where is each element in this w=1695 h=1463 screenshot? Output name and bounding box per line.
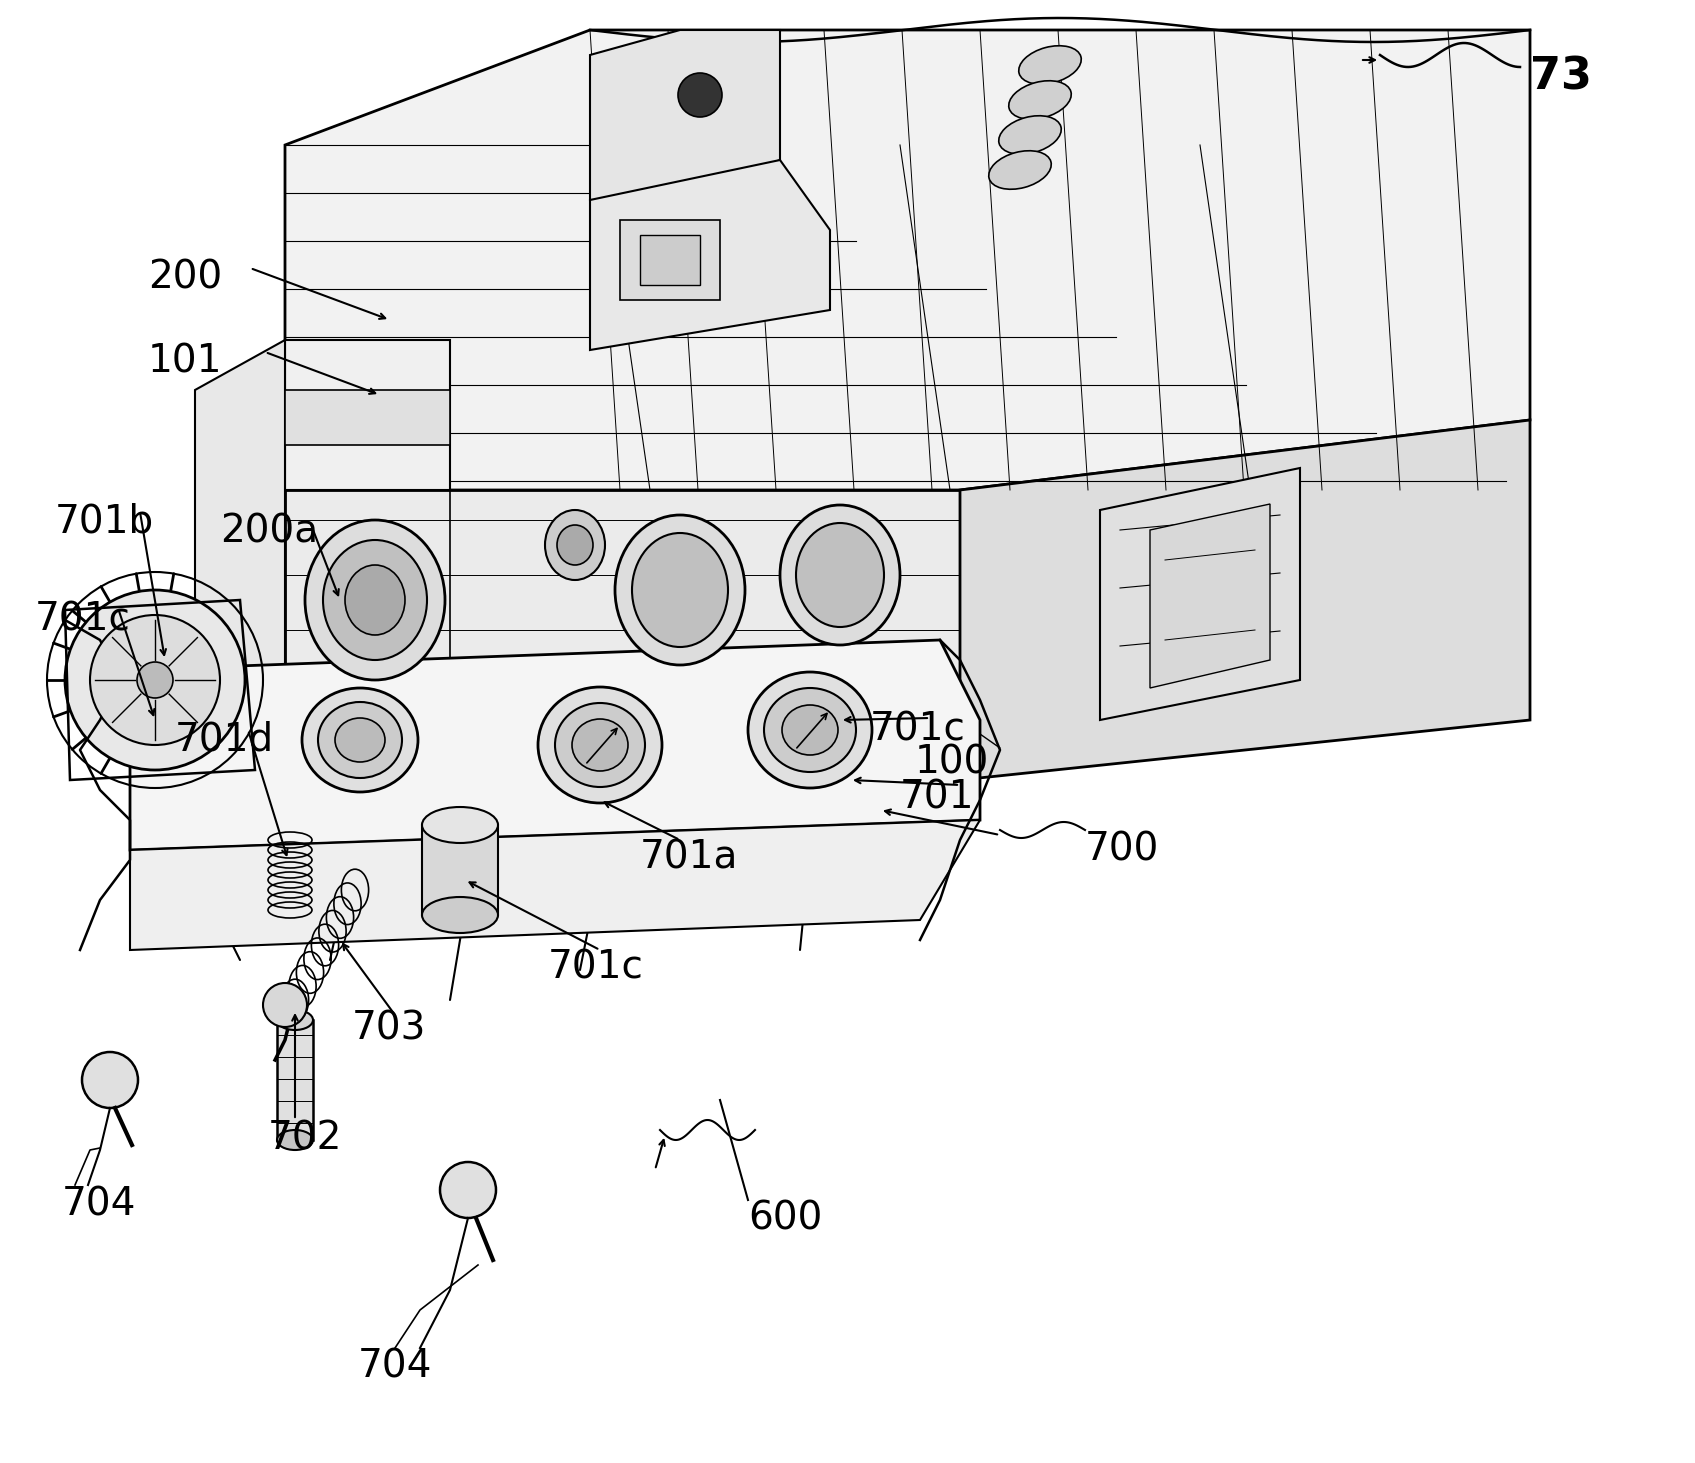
Ellipse shape [276,1009,314,1030]
Text: 703: 703 [353,1009,427,1048]
Ellipse shape [90,614,220,745]
Polygon shape [285,490,959,780]
Text: 101: 101 [147,342,222,380]
Ellipse shape [346,565,405,635]
Ellipse shape [324,540,427,660]
Ellipse shape [1019,45,1081,85]
Ellipse shape [336,718,385,762]
Polygon shape [131,639,980,850]
Polygon shape [959,420,1531,780]
Text: 100: 100 [915,743,990,781]
Polygon shape [590,159,831,350]
Bar [422,825,498,914]
Ellipse shape [546,511,605,579]
Polygon shape [590,31,780,200]
Bar [276,1020,314,1140]
Ellipse shape [302,688,419,791]
Bar [641,236,700,285]
Text: 73: 73 [1531,56,1592,98]
Ellipse shape [537,688,663,803]
Text: 704: 704 [63,1185,136,1223]
Ellipse shape [554,704,646,787]
Ellipse shape [137,661,173,698]
Text: 600: 600 [747,1200,822,1238]
Ellipse shape [441,1162,497,1219]
Ellipse shape [998,116,1061,154]
Ellipse shape [558,525,593,565]
Polygon shape [195,339,285,811]
Polygon shape [285,391,449,445]
Ellipse shape [422,808,498,843]
Ellipse shape [764,688,856,772]
Polygon shape [285,339,449,490]
Ellipse shape [988,151,1051,189]
Text: 200a: 200a [220,512,319,550]
Ellipse shape [1009,80,1071,120]
Polygon shape [285,31,1531,490]
Ellipse shape [263,983,307,1027]
Text: 701: 701 [900,778,975,816]
Ellipse shape [780,505,900,645]
Ellipse shape [319,702,402,778]
Polygon shape [1149,503,1270,688]
Ellipse shape [678,73,722,117]
Ellipse shape [632,533,727,647]
Ellipse shape [305,519,446,680]
Polygon shape [131,819,980,949]
Ellipse shape [615,515,746,666]
Bar [620,219,720,300]
Ellipse shape [797,522,885,628]
Polygon shape [1100,468,1300,720]
Text: 701c: 701c [36,600,131,638]
Text: 701b: 701b [54,502,154,540]
Ellipse shape [571,718,629,771]
Ellipse shape [781,705,837,755]
Text: 701c: 701c [547,948,644,986]
Text: 701d: 701d [175,720,275,758]
Ellipse shape [276,1129,314,1150]
Text: 701c: 701c [870,710,966,748]
Text: 700: 700 [1085,830,1159,868]
Ellipse shape [64,590,246,770]
Text: 704: 704 [358,1347,432,1385]
Ellipse shape [81,1052,137,1107]
Ellipse shape [422,897,498,933]
Ellipse shape [747,672,871,789]
Text: 702: 702 [268,1121,342,1159]
Text: 701a: 701a [641,838,739,876]
Text: 200: 200 [147,257,222,296]
